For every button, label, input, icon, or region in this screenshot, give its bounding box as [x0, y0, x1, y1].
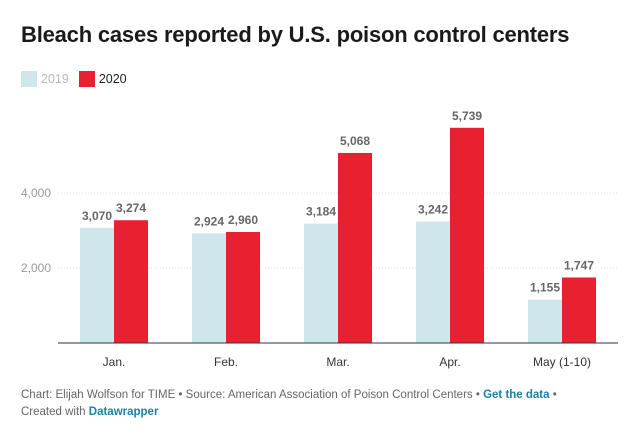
bar-2019-2	[304, 223, 338, 343]
legend-item-2019: 2019	[21, 71, 69, 87]
data-label-2019-0: 3,070	[82, 209, 112, 223]
footer-separator: •	[549, 389, 557, 401]
bar-2020-1	[226, 232, 260, 343]
bar-chart: 2,000 4,000 3,070 3,274 Jan. 2,924 2,960 Feb. 3,…	[21, 109, 618, 369]
chart-title: Bleach cases reported by U.S. poison con…	[21, 22, 570, 47]
bar-2020-2	[338, 152, 372, 343]
get-the-data-link[interactable]: Get the data	[483, 389, 550, 401]
bar-2019-0	[80, 227, 114, 343]
y-tick-label: 4,000	[21, 186, 51, 200]
data-label-2019-2: 3,184	[306, 205, 336, 219]
data-label-2020-2: 5,068	[340, 134, 370, 148]
data-label-2019-3: 3,242	[418, 202, 448, 216]
data-label-2020-1: 2,960	[228, 213, 258, 227]
x-tick-label: Feb.	[214, 355, 238, 369]
bar-2020-3	[450, 127, 484, 343]
bar-2020-4	[562, 277, 596, 343]
legend-label-2019: 2019	[41, 72, 69, 86]
y-tick-label: 2,000	[21, 261, 51, 275]
datawrapper-link[interactable]: Datawrapper	[88, 406, 159, 418]
data-label-2019-4: 1,155	[530, 281, 560, 295]
bar-2020-0	[114, 220, 148, 343]
bar-2019-3	[416, 221, 450, 343]
bar-2019-1	[192, 233, 226, 343]
bar-2019-4	[528, 299, 562, 343]
legend: 2019 2020	[21, 71, 137, 87]
footer-line-2: Created with Datawrapper	[21, 404, 557, 421]
x-tick-label: May (1-10)	[533, 355, 591, 369]
x-tick-label: Jan.	[103, 355, 126, 369]
legend-swatch-2020	[78, 71, 95, 87]
data-label-2019-1: 2,924	[194, 214, 224, 228]
footer-credit-source: Chart: Elijah Wolfson for TIME • Source:…	[21, 389, 484, 401]
data-label-2020-0: 3,274	[116, 201, 146, 215]
data-label-2020-4: 1,747	[564, 258, 594, 272]
x-tick-label: Mar.	[326, 355, 349, 369]
footer-line-1: Chart: Elijah Wolfson for TIME • Source:…	[21, 387, 557, 404]
chart-footer: Chart: Elijah Wolfson for TIME • Source:…	[21, 387, 557, 421]
footer-created-with: Created with	[21, 406, 89, 418]
legend-label-2020: 2020	[98, 72, 127, 86]
data-label-2020-3: 5,739	[452, 109, 482, 123]
x-tick-label: Apr.	[439, 355, 460, 369]
legend-swatch-2019	[21, 71, 37, 87]
legend-item-2020: 2020	[78, 71, 127, 87]
